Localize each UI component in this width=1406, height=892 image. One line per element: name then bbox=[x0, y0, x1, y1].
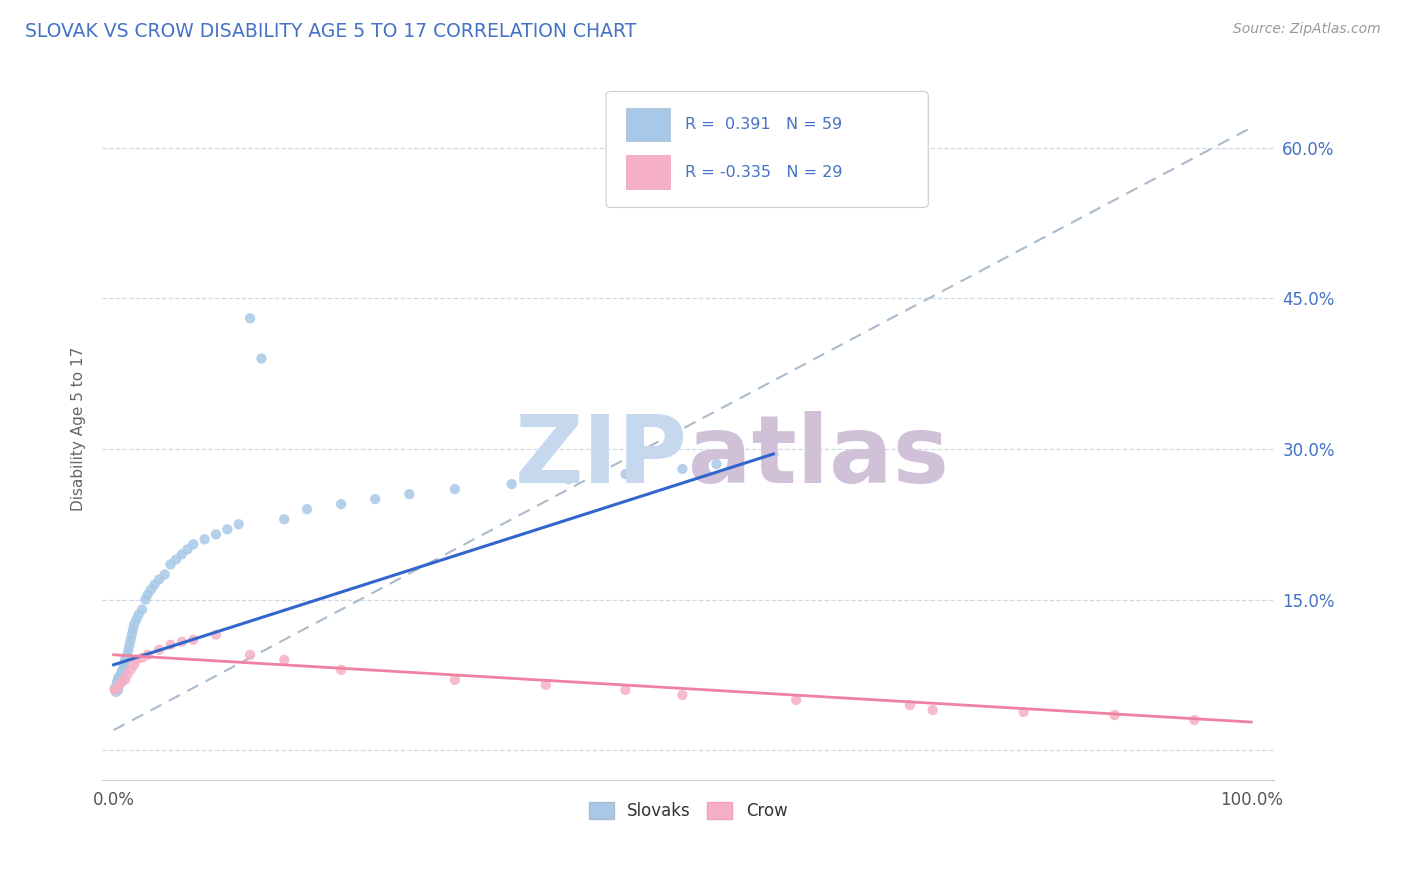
Point bbox=[205, 628, 228, 642]
Point bbox=[159, 638, 181, 652]
Point bbox=[128, 607, 150, 622]
Point bbox=[706, 457, 728, 471]
Point bbox=[108, 678, 131, 692]
Point bbox=[250, 351, 273, 366]
Point bbox=[1012, 705, 1035, 719]
Point bbox=[105, 679, 128, 693]
Bar bbox=[626, 108, 671, 142]
Point bbox=[273, 512, 295, 526]
Point bbox=[122, 657, 145, 672]
Point bbox=[139, 582, 162, 597]
Point bbox=[273, 653, 295, 667]
Point bbox=[110, 674, 132, 689]
Point bbox=[614, 467, 637, 481]
Text: Source: ZipAtlas.com: Source: ZipAtlas.com bbox=[1233, 22, 1381, 37]
Point bbox=[176, 542, 198, 557]
Point bbox=[122, 617, 145, 632]
Point bbox=[131, 650, 153, 665]
Point bbox=[614, 682, 637, 697]
Point bbox=[120, 663, 142, 677]
Point bbox=[118, 638, 141, 652]
Point bbox=[921, 703, 943, 717]
Point bbox=[112, 661, 135, 675]
Point bbox=[762, 447, 785, 461]
Point bbox=[217, 522, 239, 536]
Point bbox=[121, 628, 143, 642]
Point bbox=[228, 517, 250, 532]
Point bbox=[148, 642, 170, 657]
Point bbox=[105, 674, 128, 689]
Point bbox=[115, 668, 138, 682]
Point bbox=[239, 648, 262, 662]
Point bbox=[115, 650, 138, 665]
Point bbox=[143, 577, 166, 591]
Point bbox=[131, 602, 153, 616]
Text: ZIP: ZIP bbox=[515, 411, 688, 503]
Point bbox=[112, 657, 135, 672]
Point bbox=[557, 472, 579, 486]
Text: atlas: atlas bbox=[688, 411, 949, 503]
Point bbox=[205, 527, 228, 541]
Point bbox=[330, 663, 353, 677]
Point bbox=[181, 632, 204, 647]
Point bbox=[444, 673, 467, 687]
Point bbox=[398, 487, 420, 501]
Point bbox=[728, 452, 751, 467]
Point bbox=[134, 592, 156, 607]
Point bbox=[111, 663, 134, 677]
Point bbox=[330, 497, 353, 511]
Point bbox=[898, 698, 921, 712]
Point bbox=[239, 311, 262, 326]
Point bbox=[114, 655, 136, 669]
Point bbox=[785, 693, 807, 707]
Point bbox=[671, 462, 693, 476]
Point bbox=[105, 681, 128, 695]
Point bbox=[148, 573, 170, 587]
Point bbox=[1182, 713, 1205, 727]
Point bbox=[194, 533, 217, 547]
Point bbox=[104, 682, 127, 697]
Point bbox=[122, 623, 145, 637]
Point bbox=[534, 678, 557, 692]
Point bbox=[104, 681, 127, 695]
Point bbox=[108, 673, 131, 687]
Point bbox=[111, 668, 134, 682]
Point bbox=[364, 492, 387, 507]
Point bbox=[110, 665, 132, 679]
Point bbox=[153, 567, 176, 582]
Point bbox=[110, 668, 132, 682]
Point bbox=[165, 552, 187, 566]
Point bbox=[295, 502, 318, 516]
FancyBboxPatch shape bbox=[606, 92, 928, 208]
Point bbox=[110, 671, 132, 685]
Point bbox=[136, 648, 159, 662]
Point bbox=[181, 537, 204, 551]
Point bbox=[115, 648, 138, 662]
Point bbox=[1104, 708, 1126, 723]
Point bbox=[104, 685, 127, 699]
Point bbox=[108, 678, 131, 692]
Point bbox=[170, 548, 193, 562]
Point bbox=[107, 682, 129, 697]
Point bbox=[501, 477, 523, 491]
Point bbox=[125, 653, 148, 667]
Point bbox=[114, 653, 136, 667]
Point bbox=[117, 642, 139, 657]
Point bbox=[159, 558, 181, 572]
Bar bbox=[626, 155, 671, 189]
Point bbox=[444, 482, 467, 496]
Point bbox=[114, 673, 136, 687]
Point bbox=[125, 613, 148, 627]
Point bbox=[120, 632, 142, 647]
Text: SLOVAK VS CROW DISABILITY AGE 5 TO 17 CORRELATION CHART: SLOVAK VS CROW DISABILITY AGE 5 TO 17 CO… bbox=[25, 22, 637, 41]
Y-axis label: Disability Age 5 to 17: Disability Age 5 to 17 bbox=[72, 347, 86, 511]
Point bbox=[110, 674, 132, 689]
Point bbox=[170, 634, 193, 648]
Legend: Slovaks, Crow: Slovaks, Crow bbox=[583, 797, 793, 825]
Point bbox=[136, 588, 159, 602]
Point bbox=[107, 671, 129, 685]
Text: R = -0.335   N = 29: R = -0.335 N = 29 bbox=[685, 165, 842, 180]
Text: R =  0.391   N = 59: R = 0.391 N = 59 bbox=[685, 117, 842, 132]
Point bbox=[671, 688, 693, 702]
